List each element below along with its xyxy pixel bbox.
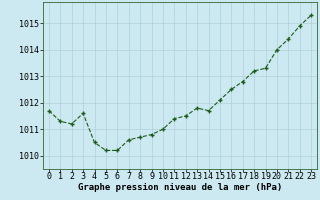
X-axis label: Graphe pression niveau de la mer (hPa): Graphe pression niveau de la mer (hPa) [78, 183, 282, 192]
